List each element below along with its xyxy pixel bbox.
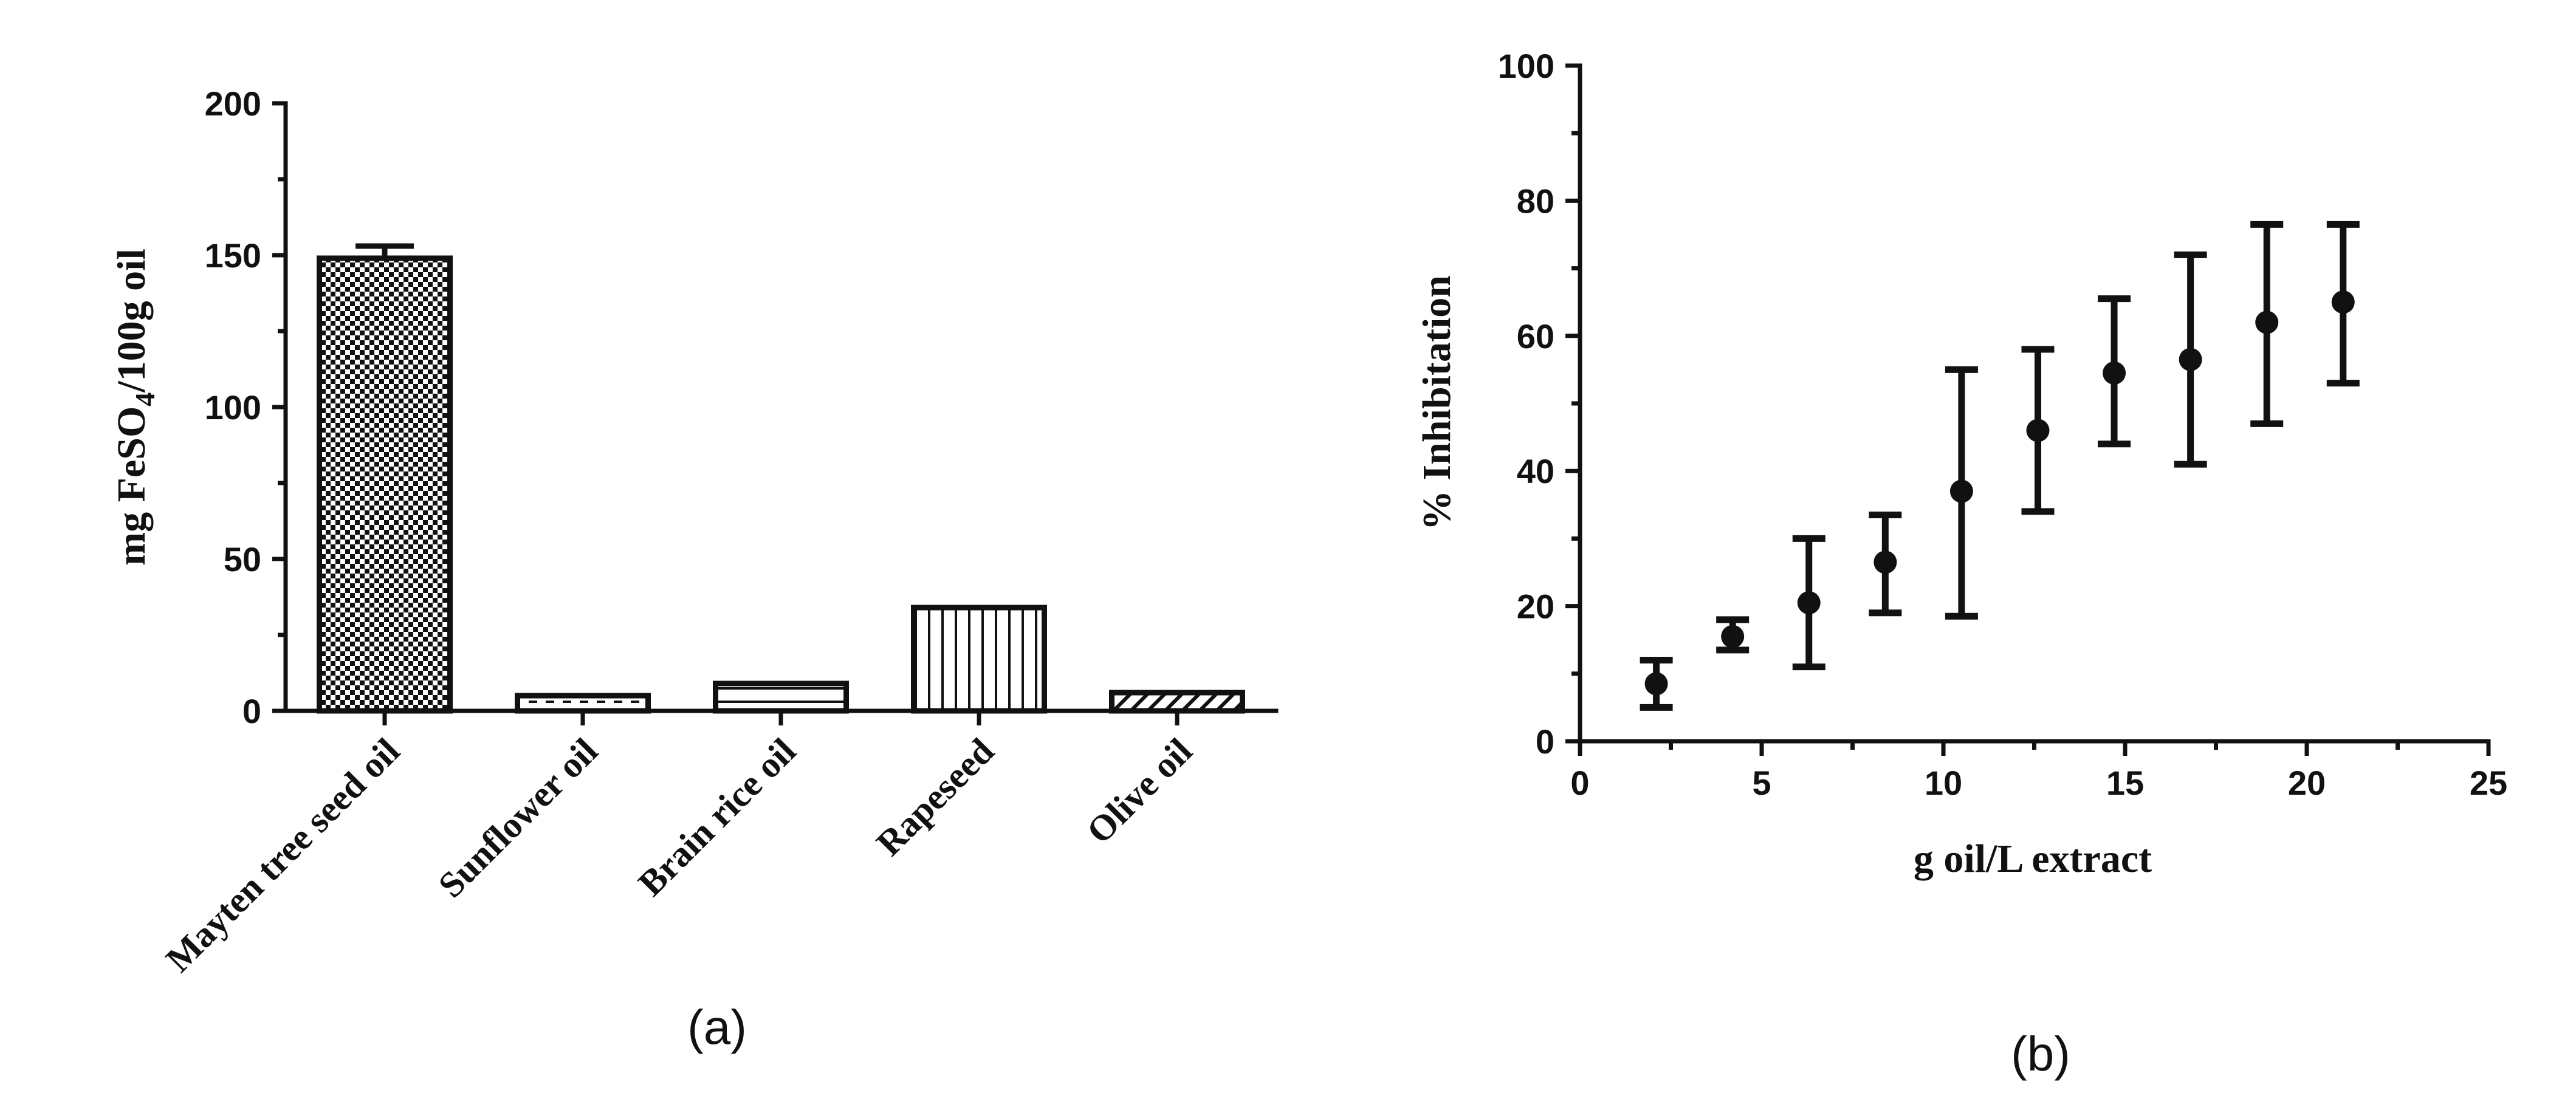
data-point: [1797, 591, 1821, 615]
panel-a-label: (a): [687, 1000, 747, 1054]
data-point: [2103, 361, 2126, 385]
panel-a-bars: [317, 243, 1245, 714]
y-tick-label: 40: [1517, 452, 1554, 490]
data-point: [2331, 290, 2355, 314]
panel-a-bar-chart: 0 50 100 150 200 Mayten tree seed oil Sunflow…: [109, 84, 1279, 1054]
data-point: [1949, 479, 1973, 503]
data-point: [2026, 419, 2050, 442]
bar: [911, 605, 1047, 714]
y-tick-label: 0: [1536, 722, 1554, 761]
panel-a-y-axis-title: mg FeSO4/100g oil: [109, 248, 160, 566]
panel-a-labels: Mayten tree seed oil Sunflower oil Brain r…: [158, 731, 1200, 980]
y-tick-label: 100: [1498, 47, 1554, 85]
y-tick-label: 80: [1517, 182, 1554, 220]
y-tick-label: 200: [205, 84, 261, 123]
panel-b-points: [1640, 221, 2360, 711]
category-label: Brain rice oil: [631, 731, 804, 904]
x-tick-label: 5: [1752, 764, 1771, 802]
bar: [1109, 690, 1245, 714]
data-point: [2179, 348, 2202, 371]
data-point: [2255, 310, 2279, 334]
bar: [317, 255, 453, 714]
x-tick-label: 15: [2106, 764, 2144, 802]
y-tick-label: 100: [205, 388, 261, 427]
data-point: [1874, 550, 1897, 574]
bar: [515, 693, 651, 714]
panel-b-scatter-chart: 0 20 40 60 80 100 0 5 10 15 20 25 % Inhibitation g …: [1415, 47, 2507, 1081]
bar: [713, 680, 849, 714]
y-tick-label: 150: [205, 236, 261, 275]
data-point: [1644, 672, 1668, 696]
x-tick-label: 10: [1925, 764, 1962, 802]
panel-b-label: (b): [2011, 1027, 2070, 1081]
category-label: Sunflower oil: [431, 731, 606, 906]
y-tick-label: 60: [1517, 317, 1554, 355]
x-tick-label: 20: [2288, 764, 2326, 802]
y-tick-label: 0: [242, 692, 261, 730]
data-point: [1721, 625, 1745, 648]
y-tick-label: 50: [224, 540, 261, 578]
y-tick-label: 20: [1517, 588, 1554, 626]
panel-b-axes: 0 20 40 60 80 100 0 5 10 15 20 25: [1498, 47, 2508, 802]
category-label: Olive oil: [1079, 731, 1200, 852]
x-tick-label: 25: [2470, 764, 2507, 802]
category-label: Rapeseed: [868, 731, 1001, 864]
panel-b-y-axis-title: % Inhibitation: [1415, 275, 1459, 530]
panel-b-x-axis-title: g oil/L extract: [1914, 837, 2152, 881]
category-label: Mayten tree seed oil: [158, 731, 407, 980]
x-tick-label: 0: [1570, 764, 1589, 802]
